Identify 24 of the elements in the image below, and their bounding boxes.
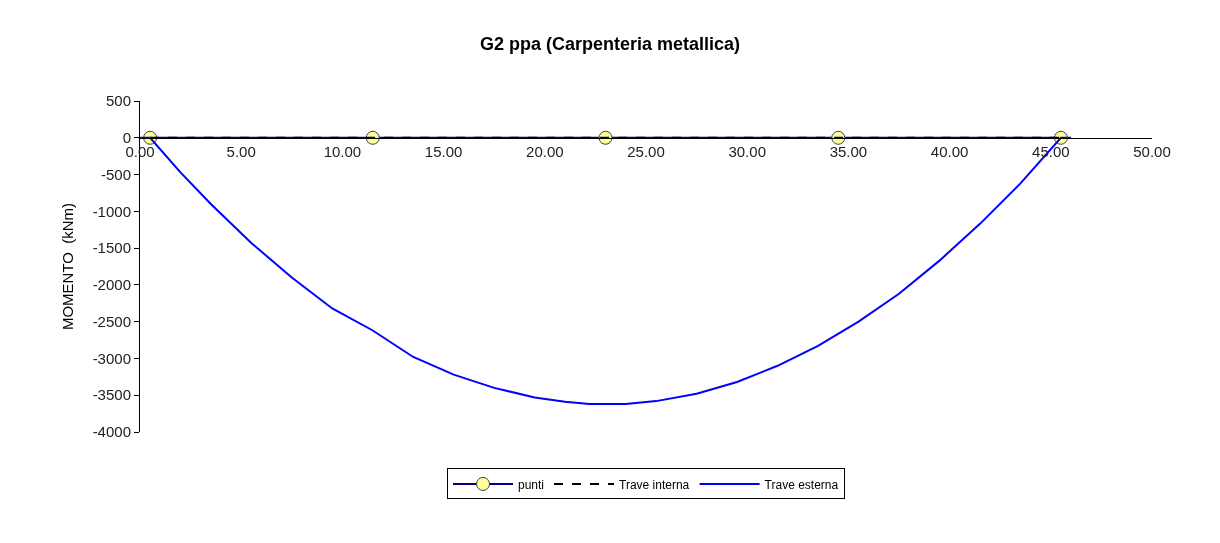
x-tick-label: 40.00 bbox=[930, 142, 969, 160]
legend-label: Trave esterna bbox=[764, 477, 839, 492]
y-tick-label: -2500 bbox=[92, 312, 131, 330]
y-tick-label: -2000 bbox=[92, 276, 131, 294]
y-tick-label: -3500 bbox=[92, 386, 131, 404]
chart-title: G2 ppa (Carpenteria metallica) bbox=[479, 33, 741, 54]
x-tick-label: 35.00 bbox=[829, 142, 868, 160]
legend-label: punti bbox=[518, 477, 545, 492]
x-tick-label: 20.00 bbox=[526, 142, 564, 160]
y-tick-label: -4000 bbox=[92, 423, 131, 441]
y-tick-label: -1000 bbox=[92, 202, 131, 220]
y-tick-label: 500 bbox=[105, 92, 131, 110]
x-tick-label: 5.00 bbox=[226, 142, 256, 160]
y-tick-label: -3000 bbox=[92, 349, 131, 367]
y-tick-label: 0 bbox=[122, 129, 131, 147]
y-axis-title: MOMENTO (kNm) bbox=[58, 202, 76, 331]
x-tick-label: 30.00 bbox=[728, 142, 766, 160]
y-tick-label: -500 bbox=[100, 165, 131, 183]
legend-label: Trave interna bbox=[619, 477, 690, 492]
y-tick-label: -1500 bbox=[92, 239, 131, 257]
x-tick-label: 25.00 bbox=[627, 142, 665, 160]
x-tick-label: 50.00 bbox=[1133, 142, 1171, 160]
x-tick-label: 15.00 bbox=[424, 142, 463, 160]
x-tick-label: 10.00 bbox=[323, 142, 362, 160]
